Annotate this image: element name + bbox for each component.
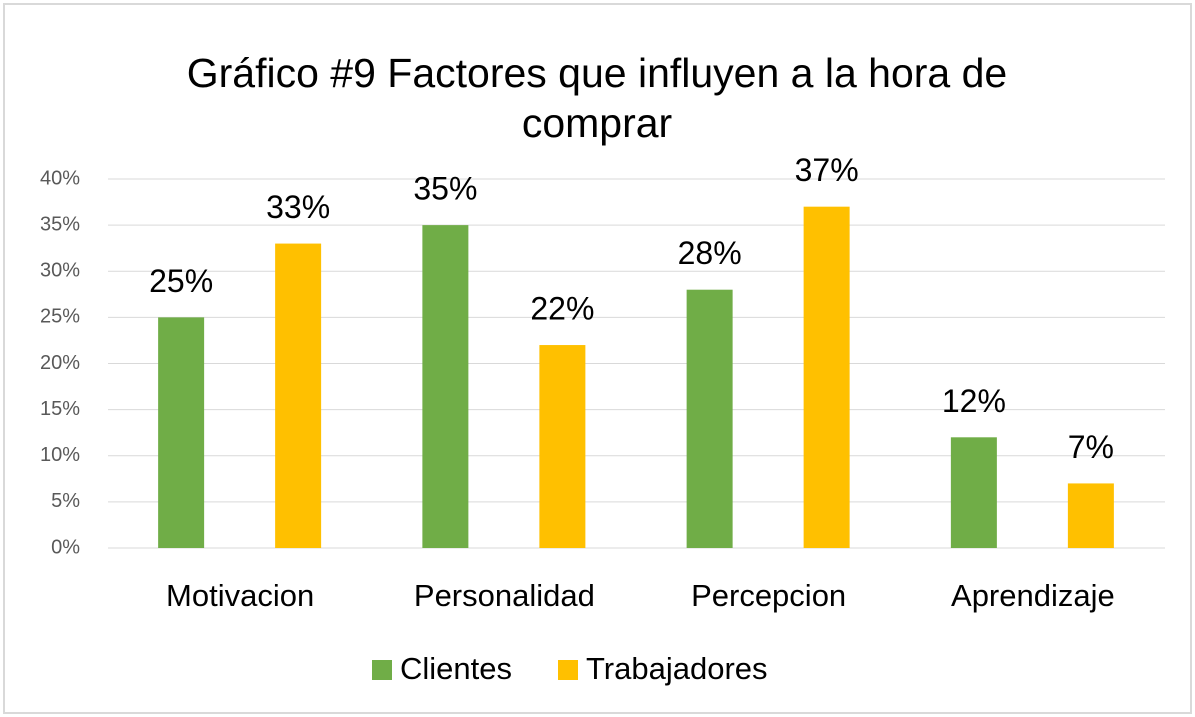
x-tick-label: Percepcion (691, 578, 846, 613)
data-label: 28% (678, 235, 742, 271)
data-label: 35% (413, 171, 477, 207)
y-tick-label: 20% (40, 352, 80, 374)
y-tick-label: 15% (40, 398, 80, 420)
bar (803, 206, 850, 549)
y-tick-label: 5% (51, 490, 80, 512)
x-tick-label: Aprendizaje (951, 578, 1115, 613)
data-label: 7% (1068, 429, 1114, 465)
chart-title: Gráfico #9 Factores que influyen a la ho… (186, 50, 1008, 146)
y-tick-label: 10% (40, 444, 80, 466)
bar (275, 243, 322, 548)
x-tick-label: Personalidad (414, 578, 595, 613)
bar (950, 437, 997, 548)
y-tick-label: 30% (40, 260, 80, 282)
bar (1067, 483, 1114, 548)
data-label: 12% (942, 383, 1006, 419)
x-tick-label: Motivacion (166, 578, 314, 613)
legend-label: Trabajadores (586, 651, 768, 686)
y-tick-label: 25% (40, 306, 80, 328)
y-tick-label: 0% (51, 536, 80, 558)
legend-swatch (558, 660, 578, 680)
data-label: 37% (795, 152, 859, 188)
data-label: 22% (530, 291, 594, 327)
y-tick-label: 35% (40, 213, 80, 235)
bar (158, 317, 205, 548)
data-label: 33% (266, 189, 330, 225)
bar (422, 225, 469, 548)
bar (686, 289, 733, 548)
legend-label: Clientes (400, 651, 512, 686)
y-tick-label: 40% (40, 167, 80, 189)
legend-swatch (372, 660, 392, 680)
data-label: 25% (149, 263, 213, 299)
bar (539, 345, 586, 548)
